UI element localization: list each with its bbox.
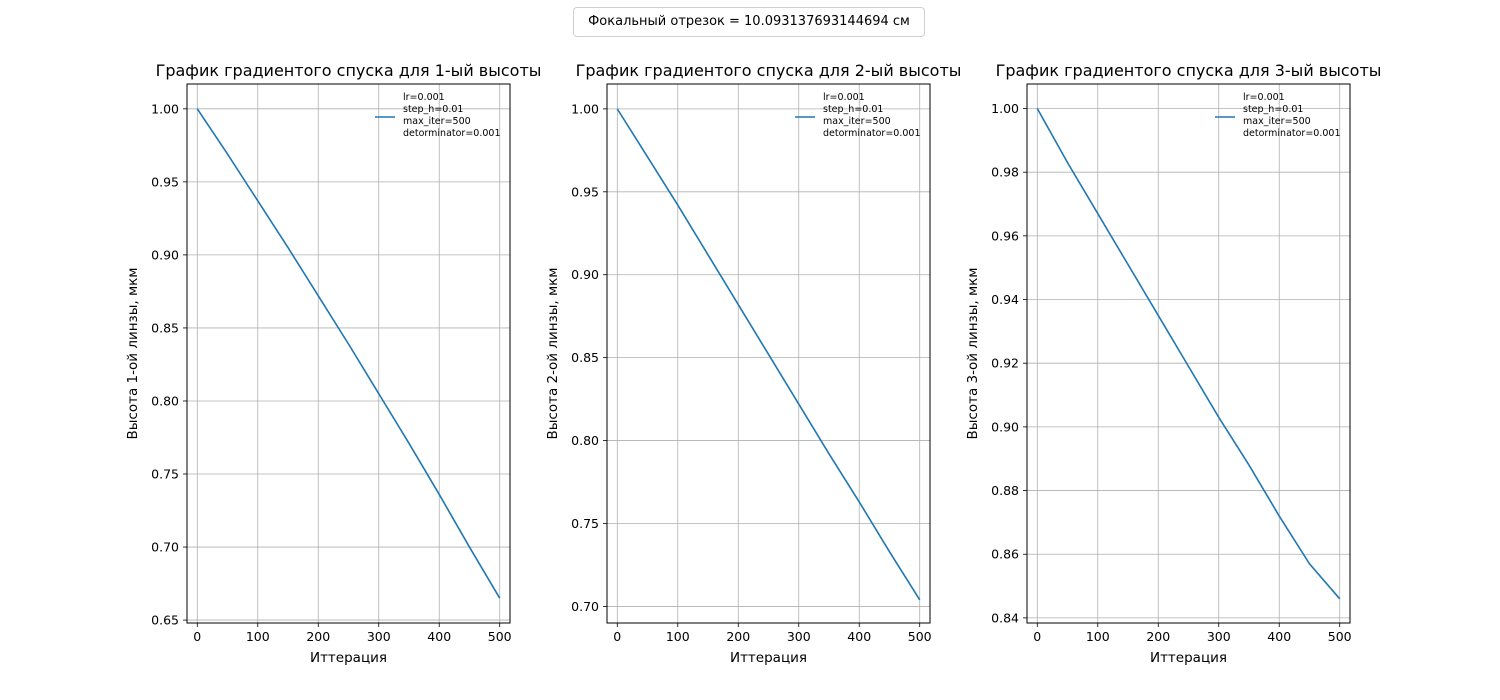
series-line xyxy=(616,108,921,601)
y-axis-label: Высота 1-ой линзы, мкм xyxy=(125,268,141,440)
x-tick-label: 500 xyxy=(908,629,932,644)
y-tick-label: 0.85 xyxy=(151,320,179,335)
x-axis-label: Иттерация xyxy=(1150,650,1227,666)
legend-entry-line: lr=0.001 xyxy=(1243,92,1285,103)
legend-entry-line: step_h=0.01 xyxy=(823,104,883,115)
legend-entry-line: step_h=0.01 xyxy=(403,104,463,115)
series-line xyxy=(196,108,501,599)
x-tick-label: 100 xyxy=(246,629,270,644)
y-tick-label: 0.70 xyxy=(151,540,179,555)
y-tick-label: 0.96 xyxy=(991,228,1019,243)
plot-area-frame xyxy=(186,83,511,624)
y-tick-label: 0.65 xyxy=(151,613,179,628)
y-tick-label: 0.84 xyxy=(991,610,1019,625)
grid xyxy=(187,84,510,623)
x-tick-label: 200 xyxy=(726,629,750,644)
grid xyxy=(607,84,930,623)
x-tick-label: 100 xyxy=(1086,629,1110,644)
y-tick-label: 0.75 xyxy=(571,516,599,531)
x-tick-label: 0 xyxy=(1033,629,1041,644)
y-tick-label: 0.90 xyxy=(991,419,1019,434)
legend-entry-line: detorminator=0.001 xyxy=(823,128,921,139)
x-tick-label: 500 xyxy=(488,629,512,644)
subplot-2: 0 100 200 300 400 500 0.70 0.75 0.80 0.85 0.90 0.95… xyxy=(545,61,961,666)
legend-entry-line: detorminator=0.001 xyxy=(1243,128,1341,139)
x-tick-label: 200 xyxy=(306,629,330,644)
y-tick-label: 0.90 xyxy=(571,267,599,282)
y-tick-label: 0.95 xyxy=(571,184,599,199)
y-tick-label: 0.98 xyxy=(991,165,1019,180)
y-tick-label: 0.85 xyxy=(571,350,599,365)
y-tick-label: 0.75 xyxy=(151,467,179,482)
y-axis-label: Высота 2-ой линзы, мкм xyxy=(545,268,561,440)
x-tick-label: 0 xyxy=(613,629,621,644)
x-tick-label: 400 xyxy=(1267,629,1291,644)
x-tick-label: 300 xyxy=(787,629,811,644)
legend-entry-line: detorminator=0.001 xyxy=(403,128,501,139)
y-tick-label: 1.00 xyxy=(151,101,179,116)
plot-title: График градиентого спуска для 2-ый высот… xyxy=(576,61,962,80)
subplot-3: 0 100 200 300 400 500 0.84 0.86 0.88 0.90 0.92 0.94… xyxy=(965,61,1381,666)
plot-area-frame xyxy=(606,83,931,624)
x-tick-label: 400 xyxy=(427,629,451,644)
y-tick-label: 0.95 xyxy=(151,174,179,189)
y-tick-label: 0.80 xyxy=(571,433,599,448)
legend: lr=0.001step_h=0.01max_iter=500detormina… xyxy=(1215,92,1341,139)
y-tick-label: 0.88 xyxy=(991,483,1019,498)
plot-title: График градиентого спуска для 1-ый высот… xyxy=(156,61,542,80)
y-tick-label: 1.00 xyxy=(991,101,1019,116)
legend-entry-line: max_iter=500 xyxy=(403,116,471,127)
x-tick-label: 100 xyxy=(666,629,690,644)
grid xyxy=(1027,84,1350,623)
plot-area-frame xyxy=(1026,83,1351,624)
legend: lr=0.001step_h=0.01max_iter=500detormina… xyxy=(375,92,501,139)
subplots: 0 100 200 300 400 500 0.65 0.70 0.75 0.80 0.85 0.90… xyxy=(125,61,1381,666)
series-line xyxy=(1036,108,1341,600)
y-tick-label: 0.86 xyxy=(991,547,1019,562)
plot-title: График градиентого спуска для 3-ый высот… xyxy=(996,61,1382,80)
y-tick-label: 0.94 xyxy=(991,292,1019,307)
legend-entry-line: lr=0.001 xyxy=(403,92,445,103)
legend-entry-line: lr=0.001 xyxy=(823,92,865,103)
x-tick-label: 300 xyxy=(1207,629,1231,644)
y-axis-label: Высота 3-ой линзы, мкм xyxy=(965,268,981,440)
x-axis-label: Иттерация xyxy=(730,650,807,666)
y-tick-label: 0.90 xyxy=(151,247,179,262)
y-tick-label: 0.80 xyxy=(151,393,179,408)
subplot-1: 0 100 200 300 400 500 0.65 0.70 0.75 0.80 0.85 0.90… xyxy=(125,61,541,666)
x-tick-label: 200 xyxy=(1146,629,1170,644)
x-tick-label: 300 xyxy=(367,629,391,644)
x-axis-label: Иттерация xyxy=(310,650,387,666)
x-tick-label: 500 xyxy=(1328,629,1352,644)
legend: lr=0.001step_h=0.01max_iter=500detormina… xyxy=(795,92,921,139)
y-tick-label: 0.92 xyxy=(991,356,1019,371)
legend-entry-line: step_h=0.01 xyxy=(1243,104,1303,115)
legend-entry-line: max_iter=500 xyxy=(1243,116,1311,127)
x-tick-label: 400 xyxy=(847,629,871,644)
x-tick-label: 0 xyxy=(193,629,201,644)
y-tick-label: 1.00 xyxy=(571,101,599,116)
y-tick-label: 0.70 xyxy=(571,599,599,614)
figure-suptitle: Фокальный отрезок = 10.093137693144694 с… xyxy=(573,7,925,37)
legend-entry-line: max_iter=500 xyxy=(823,116,891,127)
